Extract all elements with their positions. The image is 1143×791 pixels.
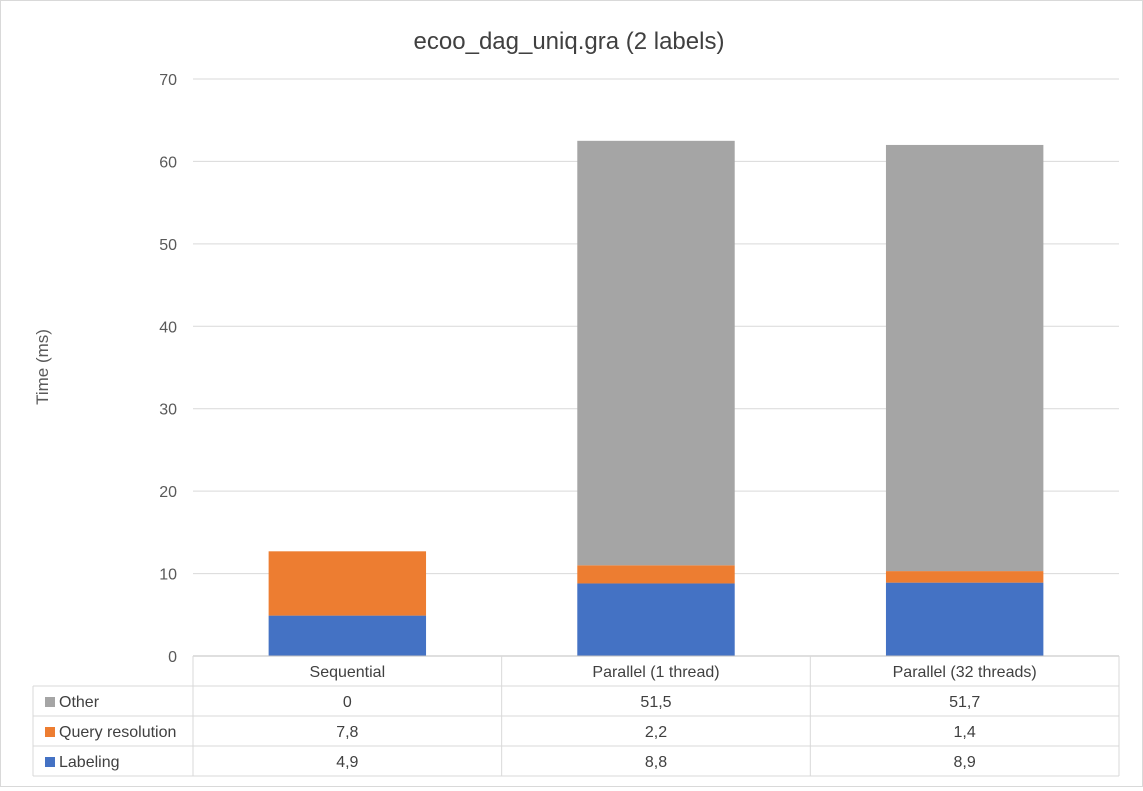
data-label: 51,7 bbox=[949, 694, 980, 711]
legend-key bbox=[45, 757, 55, 767]
bar-segment bbox=[577, 140, 735, 566]
data-label: 8,8 bbox=[645, 754, 667, 771]
y-axis-title: Time (ms) bbox=[33, 329, 52, 405]
data-label: 2,2 bbox=[645, 724, 667, 741]
bar-segment bbox=[577, 565, 735, 584]
y-tick-label: 10 bbox=[159, 567, 177, 584]
data-label: 51,5 bbox=[640, 694, 671, 711]
bar-segment bbox=[577, 583, 735, 656]
bar-segment bbox=[268, 615, 427, 656]
bar-segment bbox=[885, 582, 1044, 656]
legend-label: Query resolution bbox=[59, 724, 176, 741]
y-tick-label: 40 bbox=[159, 319, 177, 336]
bar-segment bbox=[885, 144, 1044, 572]
legend-label: Other bbox=[59, 694, 100, 711]
data-label: 4,9 bbox=[336, 754, 358, 771]
chart-title: ecoo_dag_uniq.gra (2 labels) bbox=[414, 28, 725, 55]
x-category-label: Sequential bbox=[310, 664, 386, 681]
y-tick-label: 50 bbox=[159, 237, 177, 254]
x-category-label: Parallel (1 thread) bbox=[592, 664, 719, 681]
data-table: Sequential Parallel (1 thread) Parallel (3… bbox=[32, 655, 1120, 777]
data-label: 1,4 bbox=[954, 724, 976, 741]
x-category-label: Parallel (32 threads) bbox=[893, 664, 1037, 681]
legend-key bbox=[45, 727, 55, 737]
legend-label: Labeling bbox=[59, 754, 120, 771]
bar-segment bbox=[885, 571, 1044, 583]
y-tick-label: 60 bbox=[159, 154, 177, 171]
y-tick-label: 30 bbox=[159, 402, 177, 419]
legend-key bbox=[45, 697, 55, 707]
data-label: 0 bbox=[343, 694, 352, 711]
y-tick-label: 0 bbox=[168, 649, 177, 666]
data-label: 7,8 bbox=[336, 724, 358, 741]
y-tick-label: 70 bbox=[159, 72, 177, 89]
data-label: 8,9 bbox=[954, 754, 976, 771]
bar-segment bbox=[268, 551, 427, 616]
y-tick-label: 20 bbox=[159, 484, 177, 501]
bar-layer bbox=[268, 140, 1044, 656]
